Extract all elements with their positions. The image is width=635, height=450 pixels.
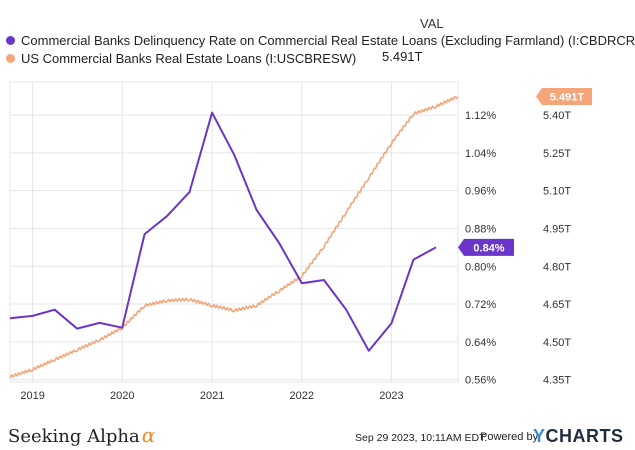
x-tick-label: 2023 [379, 390, 403, 402]
ycharts-wordmark: CHARTS [545, 426, 624, 446]
legend-value-header: VAL [420, 16, 444, 31]
y-right-tick-label: 5.40T [543, 110, 571, 122]
legend-series-loans-label: US Commercial Banks Real Estate Loans (I… [21, 50, 357, 66]
legend-series-loans-value: 5.491T [382, 49, 423, 64]
x-tick-label: 2020 [110, 390, 134, 402]
last-value-tag-delinquency-text: 0.84% [473, 242, 504, 254]
last-value-tag-delinquency-bg [458, 238, 514, 256]
y-right-tick-label: 5.25T [543, 148, 571, 160]
legend-dot-purple-icon [6, 35, 15, 45]
y-right-tick-label: 4.95T [543, 223, 571, 235]
y-left-tick-label: 0.96% [465, 186, 496, 198]
last-value-tag-loans-bg [536, 88, 592, 106]
powered-by-text: Powered by [480, 431, 539, 443]
y-left-tick-label: 0.72% [465, 299, 496, 311]
series-line-loans [9, 95, 459, 379]
legend-series-loans[interactable]: US Commercial Banks Real Estate Loans (I… [6, 49, 356, 67]
y-left-tick-label: 1.04% [465, 148, 496, 160]
footer: Seeking Alpha α Sep 29 2023, 10:11AM EDT.… [0, 412, 635, 450]
alpha-icon: α [141, 423, 156, 447]
y-left-tick-label: 1.12% [465, 110, 496, 122]
last-value-tag-loans-text: 5.491T [550, 92, 585, 104]
legend: VAL Commercial Banks Delinquency Rate on… [0, 0, 635, 70]
y-left-tick-label: 0.64% [465, 337, 496, 349]
legend-series-delinquency-label: Commercial Banks Delinquency Rate on Com… [21, 32, 635, 48]
timestamp: Sep 29 2023, 10:11AM EDT. [355, 432, 488, 444]
y-right-tick-label: 4.50T [543, 337, 571, 349]
ycharts-y-icon: Y [533, 426, 546, 446]
chart-plot: 1.12% 5.40T 1.04% 5.25T 0.96% 5.10T 0.88% 4.95T… [9, 81, 592, 402]
x-tick-label: 2019 [20, 390, 44, 402]
y-right-tick-label: 4.65T [543, 299, 571, 311]
legend-series-delinquency[interactable]: Commercial Banks Delinquency Rate on Com… [6, 31, 635, 49]
last-value-tag-delinquency: 0.84% [458, 238, 514, 256]
x-tick-label: 2022 [290, 390, 314, 402]
legend-dot-orange-icon [6, 53, 15, 63]
y-right-tick-label: 5.10T [543, 186, 571, 198]
x-tick-label: 2021 [200, 390, 224, 402]
y-left-tick-label: 0.88% [465, 223, 496, 235]
seeking-alpha-logo[interactable]: Seeking Alpha α [8, 423, 155, 447]
plot-frame [9, 81, 459, 383]
y-right-tick-label: 4.35T [543, 375, 571, 387]
seeking-alpha-wordmark: Seeking Alpha [8, 426, 140, 447]
series-line-delinquency [9, 111, 437, 352]
y-left-tick-label: 0.56% [465, 375, 496, 387]
ycharts-logo[interactable]: YCHARTS [533, 426, 624, 447]
y-right-tick-label: 4.80T [543, 261, 571, 273]
y-left-tick-label: 0.80% [465, 261, 496, 273]
last-value-tag-loans: 5.491T [536, 88, 592, 106]
